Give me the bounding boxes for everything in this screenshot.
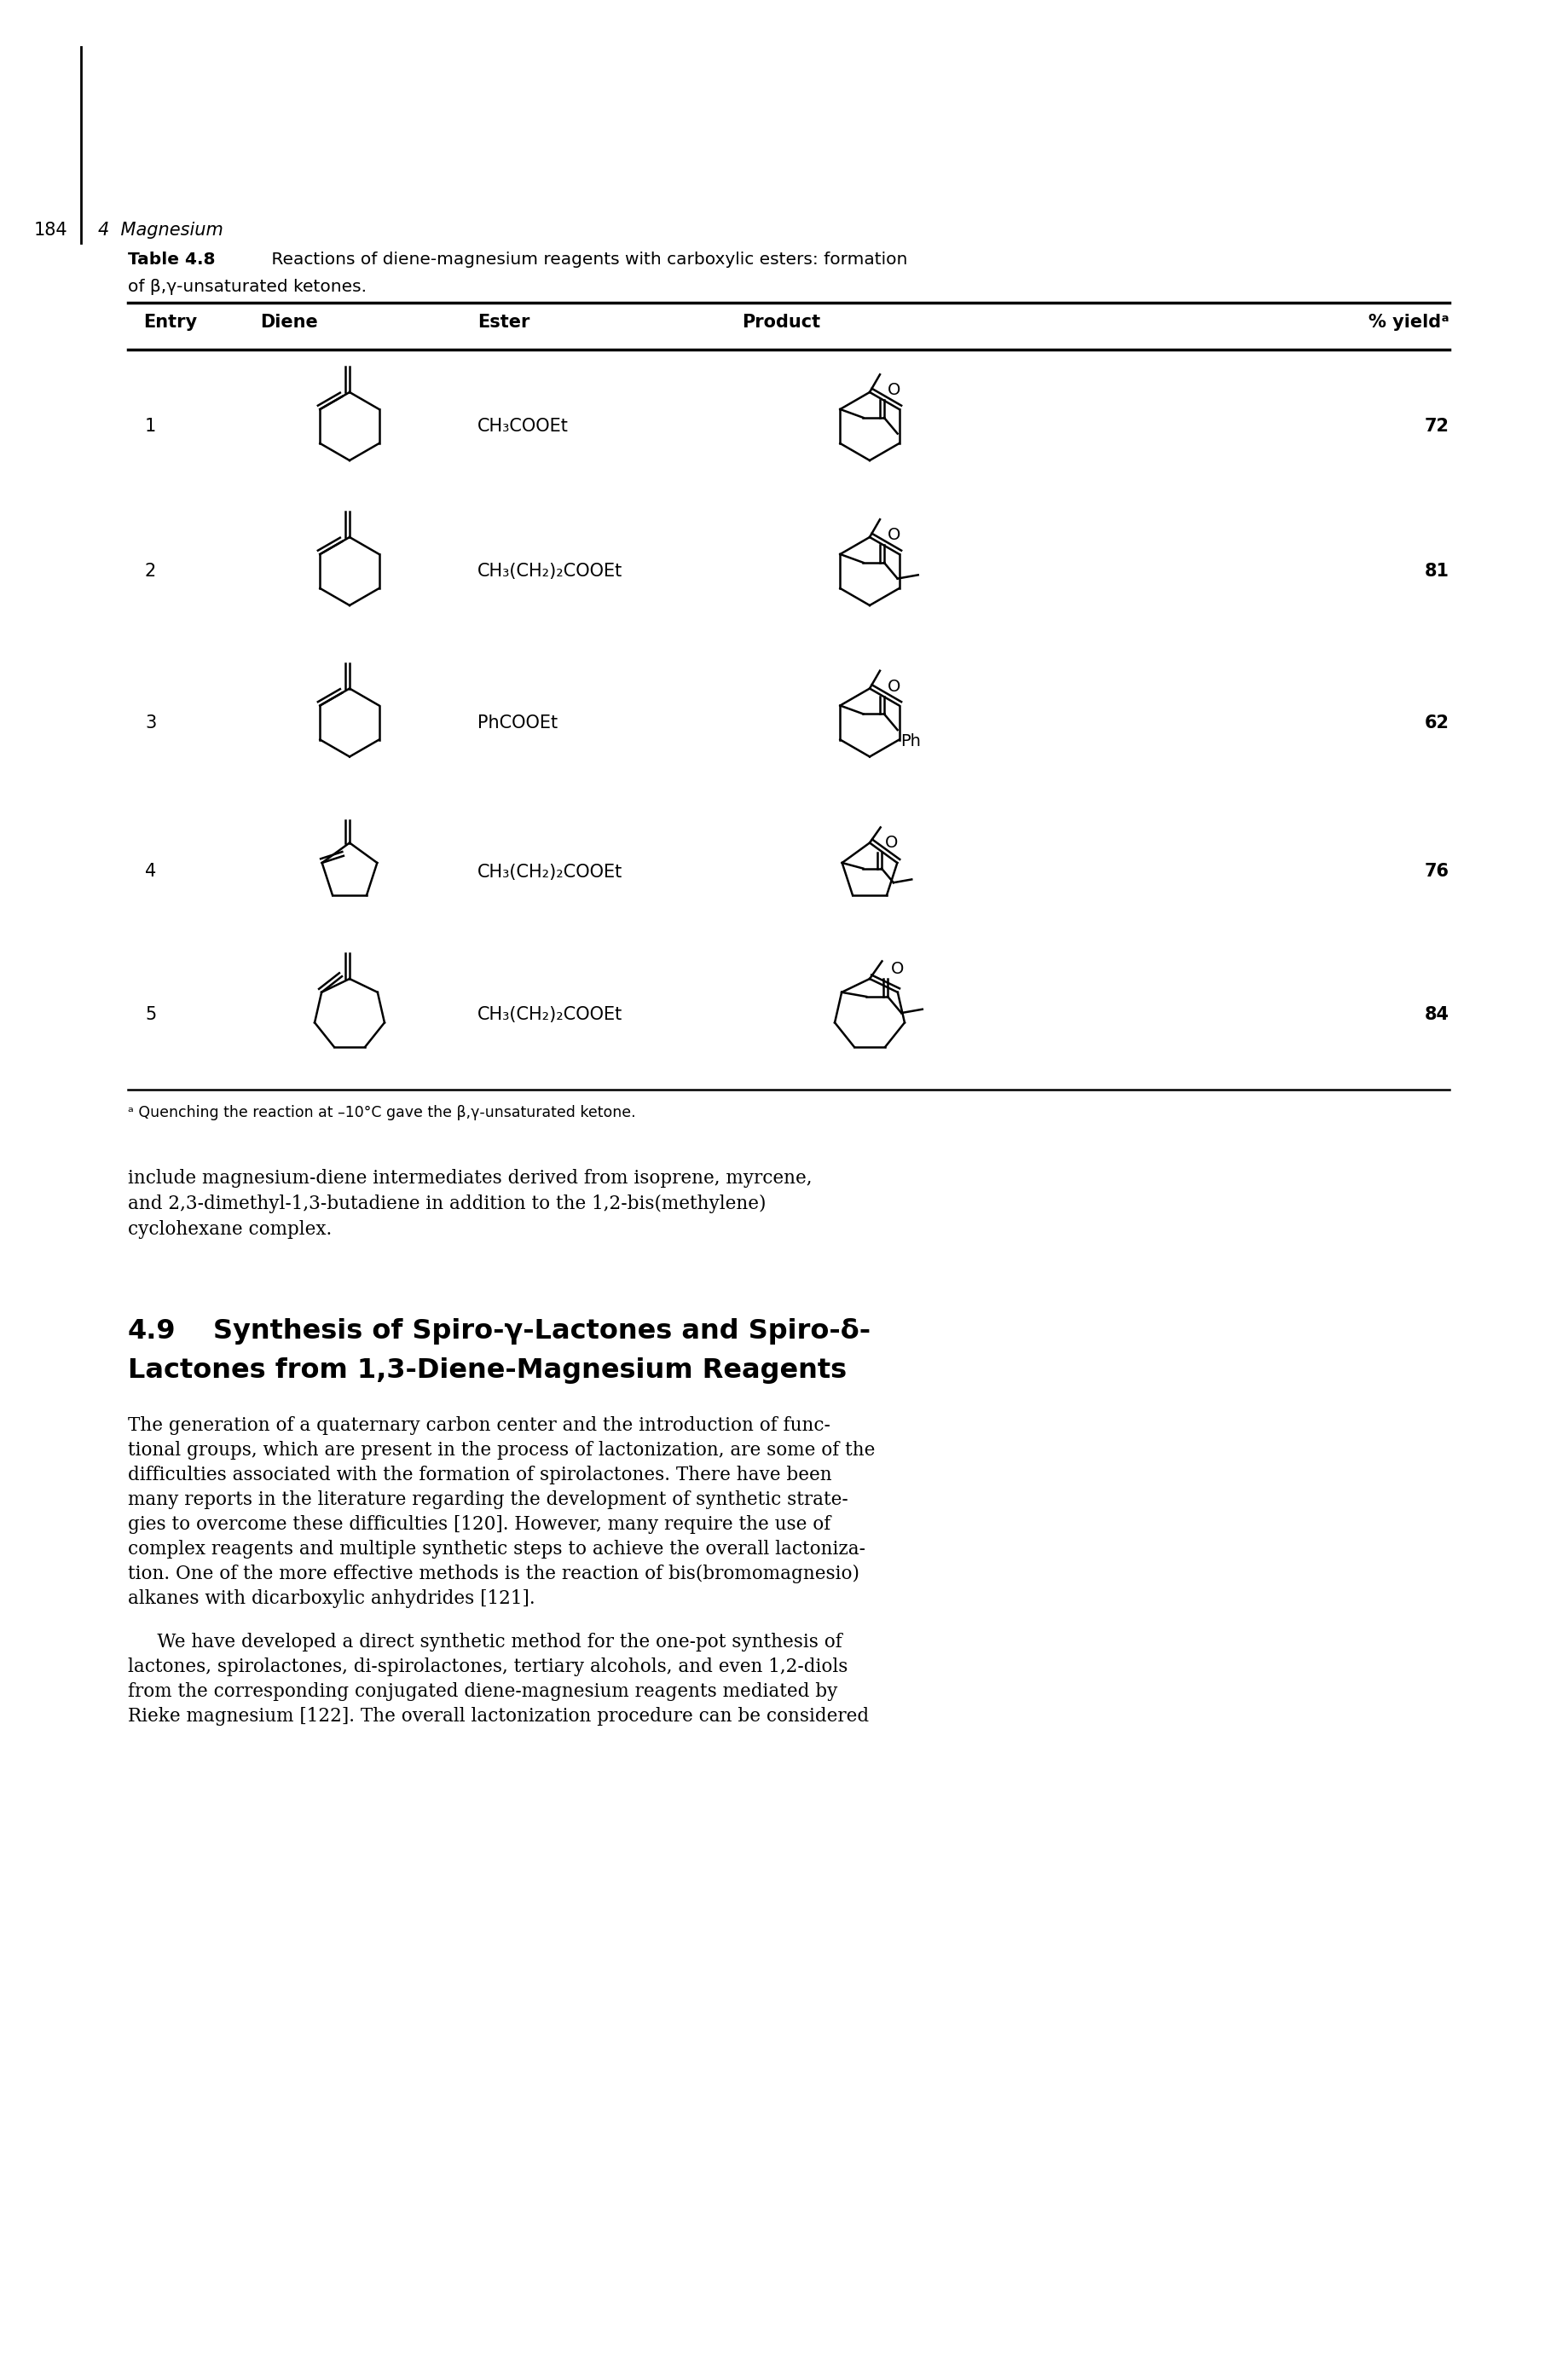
Text: O: O [884, 835, 898, 852]
Text: 76: 76 [1425, 864, 1449, 880]
Text: CH₃(CH₂)₂COOEt: CH₃(CH₂)₂COOEt [478, 1006, 622, 1022]
Text: alkanes with dicarboxylic anhydrides [121].: alkanes with dicarboxylic anhydrides [12… [129, 1590, 535, 1609]
Text: Diene: Diene [260, 315, 318, 331]
Text: 184: 184 [34, 222, 67, 239]
Text: Table 4.8: Table 4.8 [129, 251, 215, 267]
Text: difficulties associated with the formation of spirolactones. There have been: difficulties associated with the formati… [129, 1465, 833, 1483]
Text: We have developed a direct synthetic method for the one-pot synthesis of: We have developed a direct synthetic met… [129, 1633, 842, 1651]
Text: gies to overcome these difficulties [120]. However, many require the use of: gies to overcome these difficulties [120… [129, 1514, 831, 1533]
Text: 72: 72 [1425, 419, 1449, 435]
Text: Synthesis of Spiro-γ-Lactones and Spiro-δ-: Synthesis of Spiro-γ-Lactones and Spiro-… [213, 1318, 870, 1344]
Text: O: O [887, 381, 900, 397]
Text: 4.9: 4.9 [129, 1318, 176, 1344]
Text: many reports in the literature regarding the development of synthetic strate-: many reports in the literature regarding… [129, 1491, 848, 1510]
Text: 84: 84 [1425, 1006, 1449, 1022]
Text: Ester: Ester [478, 315, 530, 331]
Text: The generation of a quaternary carbon center and the introduction of func-: The generation of a quaternary carbon ce… [129, 1417, 831, 1434]
Text: Ph: Ph [900, 733, 920, 750]
Text: Lactones from 1,3-Diene-Magnesium Reagents: Lactones from 1,3-Diene-Magnesium Reagen… [129, 1358, 847, 1384]
Text: 62: 62 [1425, 715, 1449, 731]
Text: 5: 5 [144, 1006, 157, 1022]
Text: O: O [887, 528, 900, 544]
Text: 1: 1 [144, 419, 157, 435]
Text: of β,γ-unsaturated ketones.: of β,γ-unsaturated ketones. [129, 279, 367, 296]
Text: PhCOOEt: PhCOOEt [478, 715, 558, 731]
Text: tional groups, which are present in the process of lactonization, are some of th: tional groups, which are present in the … [129, 1441, 875, 1460]
Text: from the corresponding conjugated diene-magnesium reagents mediated by: from the corresponding conjugated diene-… [129, 1682, 837, 1701]
Text: 81: 81 [1425, 563, 1449, 580]
Text: ᵃ Quenching the reaction at –10°C gave the β,γ-unsaturated ketone.: ᵃ Quenching the reaction at –10°C gave t… [129, 1105, 635, 1121]
Text: tion. One of the more effective methods is the reaction of bis(bromomagnesio): tion. One of the more effective methods … [129, 1564, 859, 1583]
Text: CH₃(CH₂)₂COOEt: CH₃(CH₂)₂COOEt [478, 864, 622, 880]
Text: and 2,3-dimethyl-1,3-butadiene in addition to the 1,2-bis(methylene): and 2,3-dimethyl-1,3-butadiene in additi… [129, 1195, 767, 1214]
Text: 4  Magnesium: 4 Magnesium [99, 222, 223, 239]
Text: O: O [887, 679, 900, 696]
Text: complex reagents and multiple synthetic steps to achieve the overall lactoniza-: complex reagents and multiple synthetic … [129, 1540, 866, 1559]
Text: 2: 2 [144, 563, 157, 580]
Text: include magnesium-diene intermediates derived from isoprene, myrcene,: include magnesium-diene intermediates de… [129, 1169, 812, 1188]
Text: % yieldᵃ: % yieldᵃ [1369, 315, 1449, 331]
Text: CH₃COOEt: CH₃COOEt [478, 419, 569, 435]
Text: 4: 4 [144, 864, 157, 880]
Text: CH₃(CH₂)₂COOEt: CH₃(CH₂)₂COOEt [478, 563, 622, 580]
Text: lactones, spirolactones, di-spirolactones, tertiary alcohols, and even 1,2-diols: lactones, spirolactones, di-spirolactone… [129, 1659, 848, 1675]
Text: cyclohexane complex.: cyclohexane complex. [129, 1221, 332, 1240]
Text: Reactions of diene-magnesium reagents with carboxylic esters: formation: Reactions of diene-magnesium reagents wi… [267, 251, 908, 267]
Text: Entry: Entry [143, 315, 198, 331]
Text: Product: Product [742, 315, 820, 331]
Text: Rieke magnesium [122]. The overall lactonization procedure can be considered: Rieke magnesium [122]. The overall lacto… [129, 1706, 869, 1725]
Text: O: O [891, 961, 905, 977]
Text: 3: 3 [144, 715, 157, 731]
